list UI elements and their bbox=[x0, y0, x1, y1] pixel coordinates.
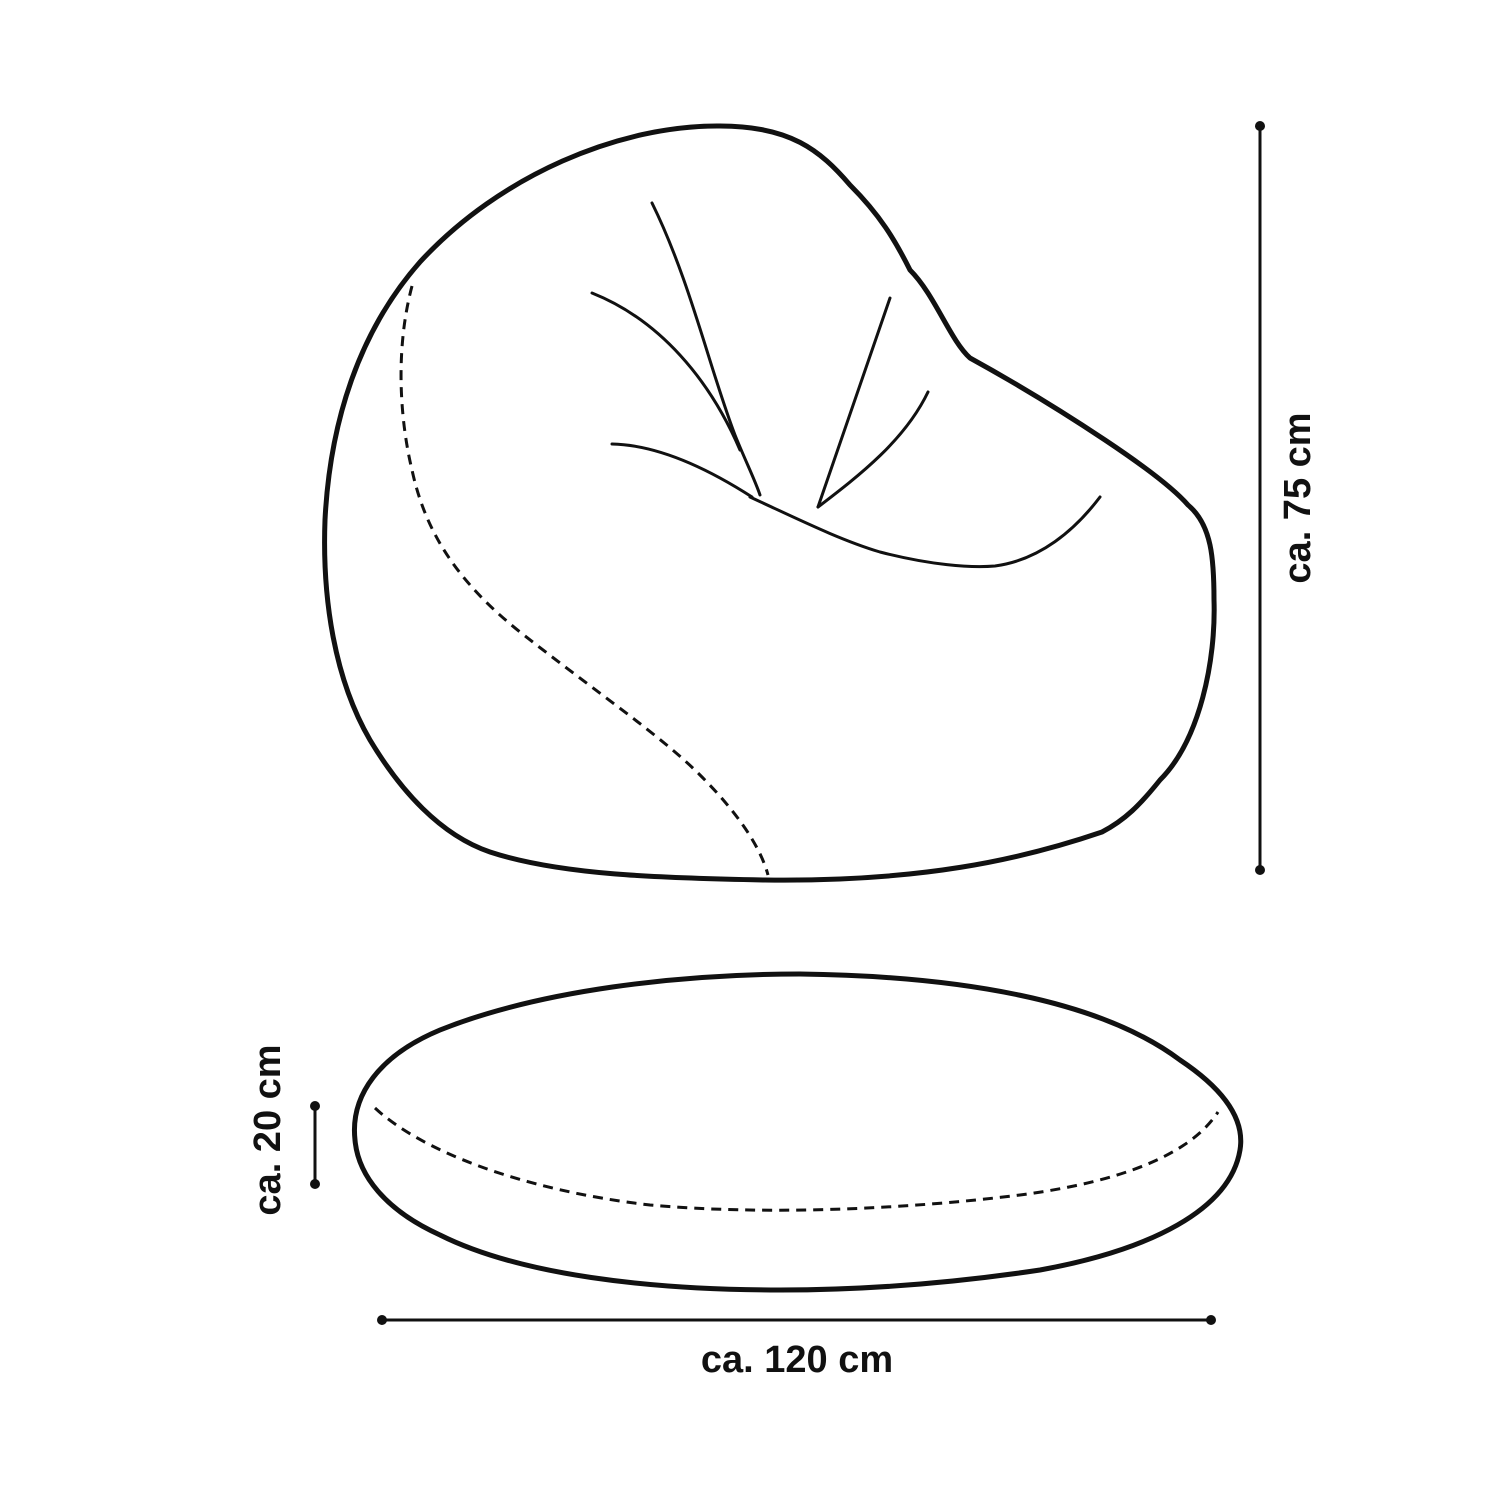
bean-bag-outline bbox=[322, 123, 1217, 883]
seat-crease bbox=[748, 495, 1102, 569]
width-dimension: ca. 120 cm bbox=[377, 1315, 1216, 1381]
flat-seam bbox=[373, 1106, 1220, 1212]
thickness-dimension-endpoint-top bbox=[310, 1101, 320, 1111]
width-label: ca. 120 cm bbox=[701, 1339, 893, 1381]
width-dimension-endpoint-right bbox=[1206, 1315, 1216, 1325]
thickness-dimension-endpoint-bottom bbox=[310, 1179, 320, 1189]
height-dimension-endpoint-top bbox=[1255, 121, 1265, 131]
thickness-dimension: ca. 20 cm bbox=[247, 1044, 320, 1216]
bean-bag-side-view bbox=[322, 123, 1217, 883]
fold-line-5 bbox=[816, 390, 930, 509]
fold-line-3 bbox=[610, 442, 754, 499]
fold-line-1 bbox=[650, 201, 762, 497]
height-dimension: ca. 75 cm bbox=[1255, 121, 1319, 875]
height-label: ca. 75 cm bbox=[1277, 412, 1319, 583]
bean-bag-flat-view bbox=[351, 971, 1244, 1293]
height-dimension-endpoint-bottom bbox=[1255, 865, 1265, 875]
thickness-label: ca. 20 cm bbox=[247, 1044, 289, 1215]
flat-outline bbox=[351, 971, 1244, 1293]
fold-line-2 bbox=[590, 291, 742, 452]
fold-line-4 bbox=[816, 296, 892, 509]
width-dimension-endpoint-left bbox=[377, 1315, 387, 1325]
